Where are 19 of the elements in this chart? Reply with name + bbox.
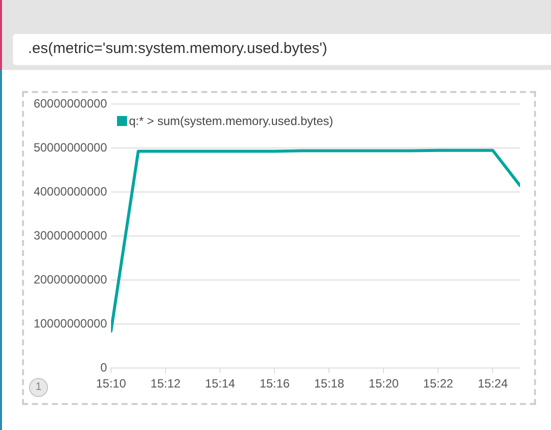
y-tick-label: 0: [100, 360, 108, 374]
legend-label: q:* > sum(system.memory.used.bytes): [129, 114, 334, 128]
x-tick-label: 15:16: [260, 376, 290, 391]
chart-title: .es(metric='sum:system.memory.used.bytes'): [28, 40, 328, 58]
y-tick-label: 30000000000: [34, 228, 108, 242]
number-badge: 1: [29, 378, 48, 397]
query-field: .es(metric='sum:system.memory.used.bytes'): [13, 34, 551, 65]
x-tick-label: 15:22: [423, 376, 454, 391]
y-tick-label: 50000000000: [34, 140, 108, 154]
y-tick-label: 10000000000: [34, 316, 108, 330]
y-tick-label: 40000000000: [34, 184, 108, 198]
x-tick-label: 15:20: [368, 376, 400, 391]
x-tick-label: 15:12: [150, 376, 181, 391]
y-tick-label: 60000000000: [34, 96, 108, 111]
x-tick-label: 15:10: [96, 376, 126, 391]
x-tick-label: 15:14: [205, 376, 236, 391]
x-tick-label: 15:24: [478, 376, 508, 391]
x-tick-label: 15:18: [314, 376, 344, 391]
y-tick-label: 20000000000: [34, 272, 108, 286]
